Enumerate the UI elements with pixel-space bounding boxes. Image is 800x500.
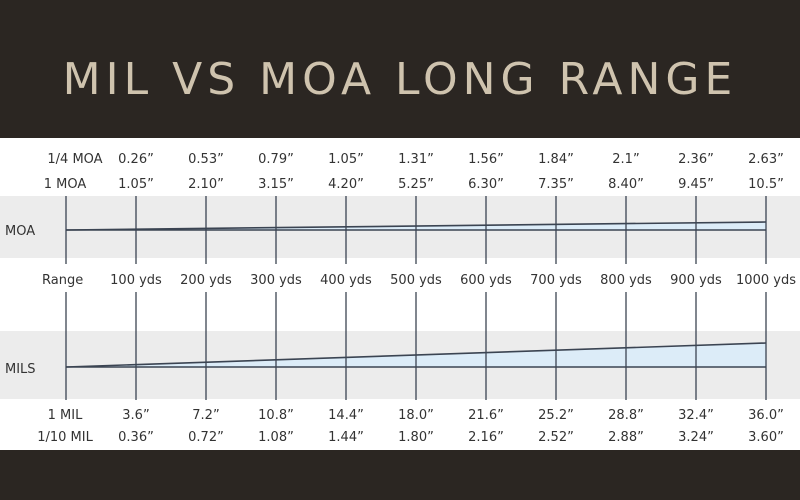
range-value: 600 yds [460,273,512,288]
mil-one-value: 32.4” [678,408,714,423]
mil-one-value: 3.6” [122,408,149,423]
value-group: 0.26” 0.53” 0.79” 1.05” 1.31” 1.56” 1.84” 2.1” 2… [110,152,796,445]
moa-quarter-value: 0.53” [188,152,224,167]
mil-one-value: 21.6” [468,408,504,423]
moa-one-value: 3.15” [258,177,294,192]
mil-tenth-value: 2.88” [608,430,644,445]
moa-one-label: 1 MOA [44,177,87,192]
range-value: 300 yds [250,273,302,288]
moa-quarter-value: 1.31” [398,152,434,167]
mil-one-label: 1 MIL [48,408,83,423]
footer [0,450,800,500]
moa-one-value: 10.5” [748,177,784,192]
range-value: 1000 yds [736,273,796,288]
mil-one-value: 14.4” [328,408,364,423]
mil-tenth-value: 2.16” [468,430,504,445]
moa-one-value: 2.10” [188,177,224,192]
mil-one-value: 28.8” [608,408,644,423]
range-label: Range [42,273,83,288]
mil-tenth-value: 2.52” [538,430,574,445]
moa-one-value: 9.45” [678,177,714,192]
moa-quarter-value: 0.26” [118,152,154,167]
range-value: 500 yds [390,273,442,288]
mil-tenth-value: 1.44” [328,430,364,445]
mil-one-value: 25.2” [538,408,574,423]
moa-quarter-value: 2.1” [612,152,639,167]
mil-one-value: 18.0” [398,408,434,423]
range-value: 200 yds [180,273,232,288]
moa-quarter-value: 1.05” [328,152,364,167]
mil-one-value: 7.2” [192,408,219,423]
mil-tenth-value: 0.36” [118,430,154,445]
mil-tenth-value: 3.60” [748,430,784,445]
mil-tenth-label: 1/10 MIL [37,430,93,445]
moa-row-label: MOA [5,224,35,239]
moa-one-value: 4.20” [328,177,364,192]
header: MIL VS MOA LONG RANGE [0,0,800,138]
moa-quarter-value: 1.84” [538,152,574,167]
page-title: MIL VS MOA LONG RANGE [62,54,738,105]
mil-one-value: 10.8” [258,408,294,423]
moa-one-value: 5.25” [398,177,434,192]
moa-one-value: 7.35” [538,177,574,192]
moa-one-value: 8.40” [608,177,644,192]
range-value: 100 yds [110,273,162,288]
mil-tenth-value: 0.72” [188,430,224,445]
moa-quarter-value: 1.56” [468,152,504,167]
mil-tenth-value: 3.24” [678,430,714,445]
mil-tenth-value: 1.08” [258,430,294,445]
moa-quarter-value: 2.36” [678,152,714,167]
range-value: 400 yds [320,273,372,288]
mil-one-value: 36.0” [748,408,784,423]
moa-one-value: 6.30” [468,177,504,192]
range-value: 900 yds [670,273,722,288]
moa-quarter-value: 0.79” [258,152,294,167]
range-value: 800 yds [600,273,652,288]
range-value: 700 yds [530,273,582,288]
mils-row-label: MILS [5,362,36,377]
moa-quarter-label: 1/4 MOA [47,152,102,167]
moa-quarter-value: 2.63” [748,152,784,167]
tick-group [65,196,767,400]
mil-tenth-value: 1.80” [398,430,434,445]
moa-one-value: 1.05” [118,177,154,192]
